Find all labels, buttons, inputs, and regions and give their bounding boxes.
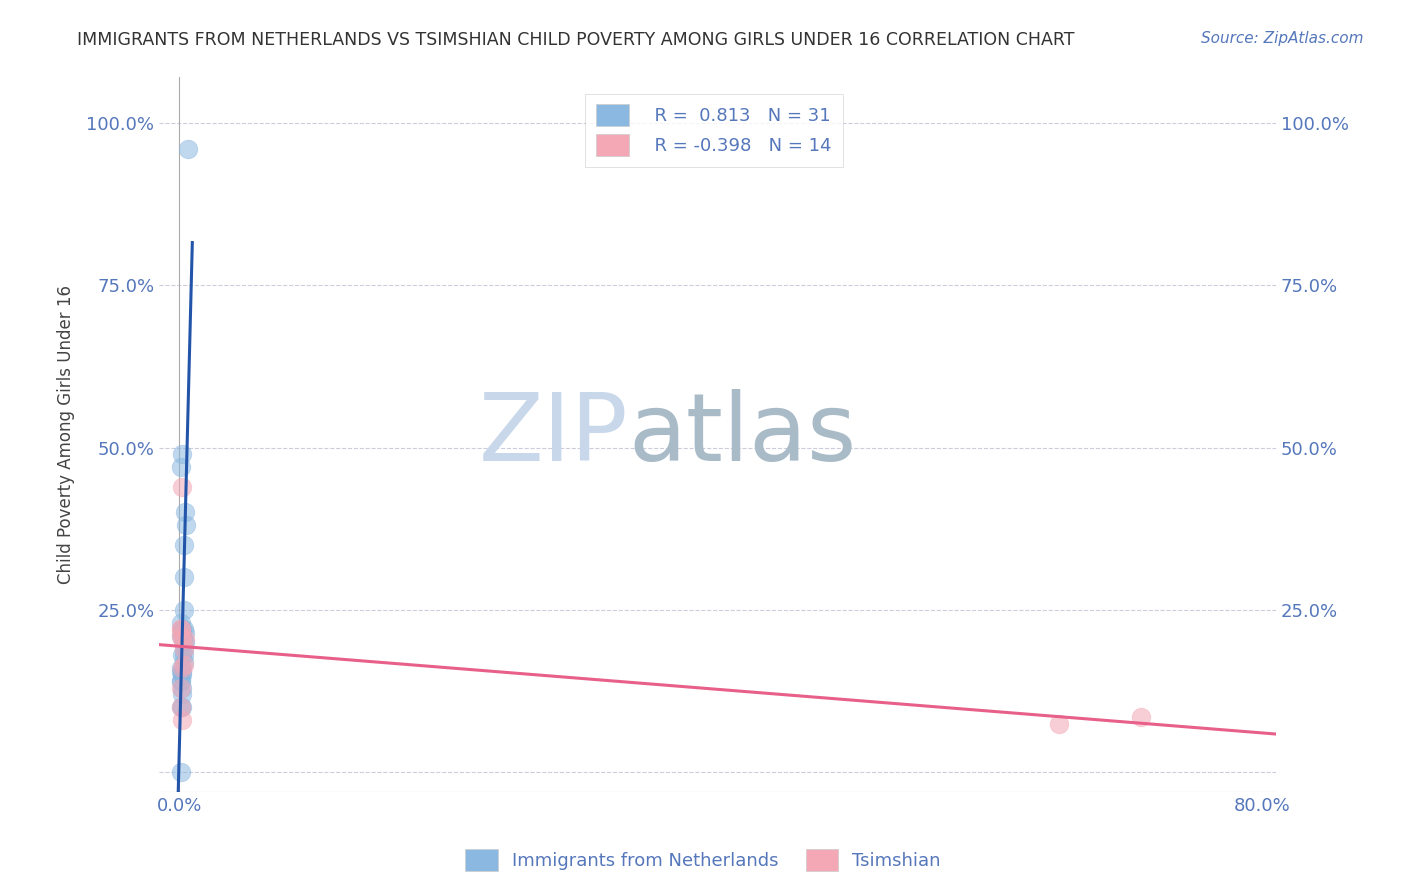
Point xyxy=(173,635,195,649)
Text: IMMIGRANTS FROM NETHERLANDS VS TSIMSHIAN CHILD POVERTY AMONG GIRLS UNDER 16 CORR: IMMIGRANTS FROM NETHERLANDS VS TSIMSHIAN… xyxy=(77,31,1074,49)
Point xyxy=(1129,710,1152,724)
Point xyxy=(170,623,193,637)
Point xyxy=(170,700,193,714)
Text: Source: ZipAtlas.com: Source: ZipAtlas.com xyxy=(1201,31,1364,46)
Point xyxy=(170,623,193,637)
Point xyxy=(170,661,193,675)
Legend:   R =  0.813   N = 31,   R = -0.398   N = 14: R = 0.813 N = 31, R = -0.398 N = 14 xyxy=(585,94,842,167)
Point xyxy=(170,700,193,714)
Point xyxy=(173,623,195,637)
Text: atlas: atlas xyxy=(628,389,856,481)
Point xyxy=(170,629,193,643)
Point xyxy=(170,674,193,689)
Point xyxy=(173,632,195,646)
Point xyxy=(172,648,194,663)
Text: ZIP: ZIP xyxy=(478,389,628,481)
Point xyxy=(170,629,193,643)
Point xyxy=(172,687,194,701)
Point xyxy=(170,674,193,689)
Point xyxy=(173,538,195,552)
Point xyxy=(172,661,194,675)
Point xyxy=(172,713,194,727)
Y-axis label: Child Poverty Among Girls Under 16: Child Poverty Among Girls Under 16 xyxy=(58,285,75,584)
Point xyxy=(170,765,193,780)
Point xyxy=(172,668,194,682)
Point xyxy=(173,648,195,663)
Point xyxy=(173,658,195,673)
Point xyxy=(172,700,194,714)
Point xyxy=(173,655,195,669)
Point xyxy=(172,632,194,646)
Point xyxy=(173,570,195,584)
Point xyxy=(172,479,194,493)
Point xyxy=(170,681,193,695)
Point xyxy=(173,603,195,617)
Point xyxy=(170,615,193,630)
Point xyxy=(173,635,195,649)
Point xyxy=(173,625,195,640)
Point xyxy=(1047,716,1070,731)
Point xyxy=(172,681,194,695)
Point xyxy=(172,665,194,679)
Point xyxy=(170,665,193,679)
Point xyxy=(173,506,195,520)
Point xyxy=(173,641,195,656)
Point xyxy=(173,641,195,656)
Legend: Immigrants from Netherlands, Tsimshian: Immigrants from Netherlands, Tsimshian xyxy=(458,842,948,879)
Point xyxy=(172,625,194,640)
Point xyxy=(174,518,197,533)
Point xyxy=(172,447,194,461)
Point xyxy=(172,623,194,637)
Point xyxy=(170,460,193,475)
Point xyxy=(176,142,198,156)
